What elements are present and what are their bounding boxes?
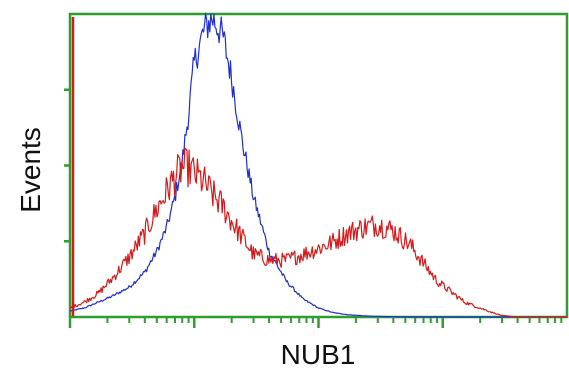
series-line-2 <box>69 147 567 318</box>
series-line-1 <box>70 12 567 318</box>
x-axis-label: NUB1 <box>281 339 356 370</box>
x-axis-ticks <box>68 317 563 328</box>
plot-frame <box>68 12 569 319</box>
y-axis-label: Events <box>15 127 46 213</box>
series-layer <box>69 12 567 318</box>
y-axis-ticks <box>64 88 70 243</box>
